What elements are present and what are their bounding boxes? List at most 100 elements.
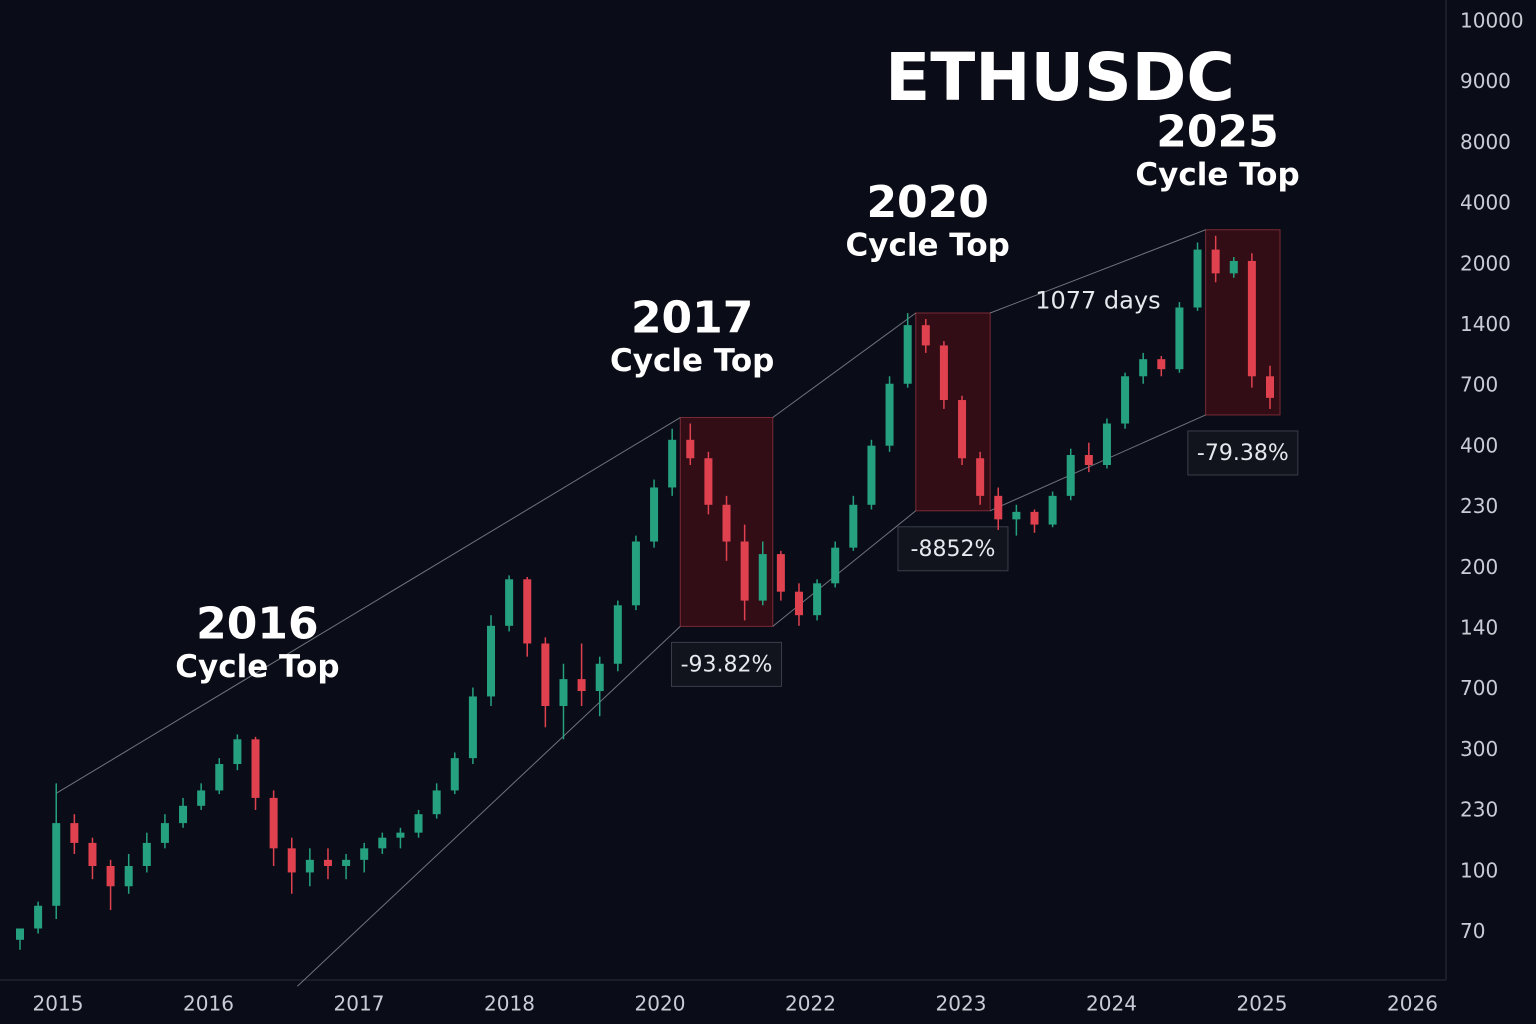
trend-line (989, 414, 1206, 512)
trend-line (55, 417, 681, 794)
candle-body (595, 663, 604, 692)
candle-body (740, 541, 749, 601)
duration-label: 1077 days (1035, 286, 1160, 314)
candle-body (1066, 455, 1075, 496)
trend-line (772, 312, 917, 418)
drawdown-label: -93.82% (681, 652, 773, 677)
y-axis-label: 140 (1460, 616, 1498, 640)
y-axis-label: 400 (1460, 433, 1498, 457)
cycle-label: Cycle Top (1135, 157, 1299, 193)
candles (16, 235, 1274, 950)
candle-body (849, 504, 858, 548)
candle-body (142, 842, 151, 866)
candle-body (958, 400, 967, 459)
trend-line (297, 626, 681, 987)
candle-body (994, 495, 1003, 520)
y-axis-label: 4000 (1460, 191, 1511, 215)
candle-body (269, 797, 278, 849)
x-axis-label: 2016 (183, 992, 234, 1016)
candle-body (541, 643, 550, 706)
y-axis-label: 230 (1460, 798, 1498, 822)
candle-body (16, 928, 24, 940)
cycle-year: 2020 (866, 177, 988, 228)
y-axis-label: 200 (1460, 555, 1498, 579)
y-axis-label: 70 (1460, 919, 1485, 943)
cycle-year: 2017 (631, 293, 753, 344)
trend-line (989, 229, 1206, 314)
candle-body (360, 848, 369, 860)
cycle-year: 2016 (196, 598, 318, 649)
candle-body (287, 848, 296, 873)
candle-body (414, 814, 423, 833)
candle-body (88, 842, 97, 866)
candle-body (921, 325, 930, 346)
x-axis-label: 2024 (1086, 992, 1137, 1016)
candle-body (577, 679, 586, 692)
y-axis-label: 10000 (1460, 9, 1524, 33)
candle-body (179, 805, 188, 824)
candle-body (1048, 495, 1057, 525)
candle-body (903, 325, 912, 384)
candle-body (251, 739, 260, 798)
candle-body (1084, 455, 1093, 466)
x-axis-label: 2026 (1387, 992, 1438, 1016)
candle-body (722, 504, 731, 542)
candle-body (758, 554, 767, 601)
y-axis-label: 8000 (1460, 130, 1511, 154)
candle-body (1229, 260, 1238, 274)
candle-body (1247, 260, 1256, 377)
candle-body (124, 865, 133, 887)
candle-body (1175, 307, 1184, 370)
candle-body (650, 487, 659, 542)
y-axis-label: 230 (1460, 494, 1498, 518)
cycle-label: Cycle Top (610, 343, 774, 379)
candle-body (160, 823, 169, 843)
y-axis-label: 9000 (1460, 69, 1511, 93)
candle-body (323, 859, 332, 866)
drawdown-label: -8852% (911, 537, 996, 562)
candle-body (215, 764, 224, 791)
x-axis-label: 2018 (484, 992, 535, 1016)
candle-body (396, 832, 405, 838)
drawdown-label-box (1187, 430, 1299, 476)
candle-body (487, 625, 496, 697)
candle-body (505, 579, 514, 626)
candle-body (831, 547, 840, 584)
y-axis-label: 100 (1460, 858, 1498, 882)
candle-body (559, 679, 568, 706)
candle-body (776, 554, 785, 592)
drawdown-label-box (897, 526, 1009, 572)
candle-body (794, 591, 803, 616)
candle-body (867, 445, 876, 505)
x-axis-label: 2015 (33, 992, 84, 1016)
x-axis-label: 2022 (785, 992, 836, 1016)
candle-body (1266, 376, 1274, 398)
candle-body (450, 758, 459, 791)
candle-body (813, 583, 822, 616)
candle-body (197, 790, 206, 806)
y-axis-label: 700 (1460, 676, 1498, 700)
candle-body (1030, 511, 1039, 525)
candle-body (686, 439, 695, 459)
candle-body (704, 458, 713, 505)
candle-body (885, 383, 894, 446)
candle-body (1211, 249, 1220, 274)
candle-body (233, 739, 242, 765)
x-axis-label: 2023 (936, 992, 987, 1016)
candle-body (1157, 359, 1166, 370)
candle-body (613, 605, 622, 664)
candle-body (52, 823, 61, 906)
candle-body (631, 541, 640, 606)
candle-body (106, 865, 115, 887)
candle-body (668, 439, 677, 488)
annotations: 10000 9000 8000 4000 2000 1400 700 400 230 200 140… (33, 9, 1524, 1016)
y-axis-label: 1400 (1460, 312, 1511, 336)
x-axis-label: 2025 (1237, 992, 1288, 1016)
candle-body (939, 345, 948, 401)
candle-body (342, 859, 351, 866)
cycle-year: 2025 (1156, 107, 1278, 158)
candle-body (70, 823, 79, 843)
candle-body (1102, 423, 1111, 466)
y-axis-label: 300 (1460, 737, 1498, 761)
